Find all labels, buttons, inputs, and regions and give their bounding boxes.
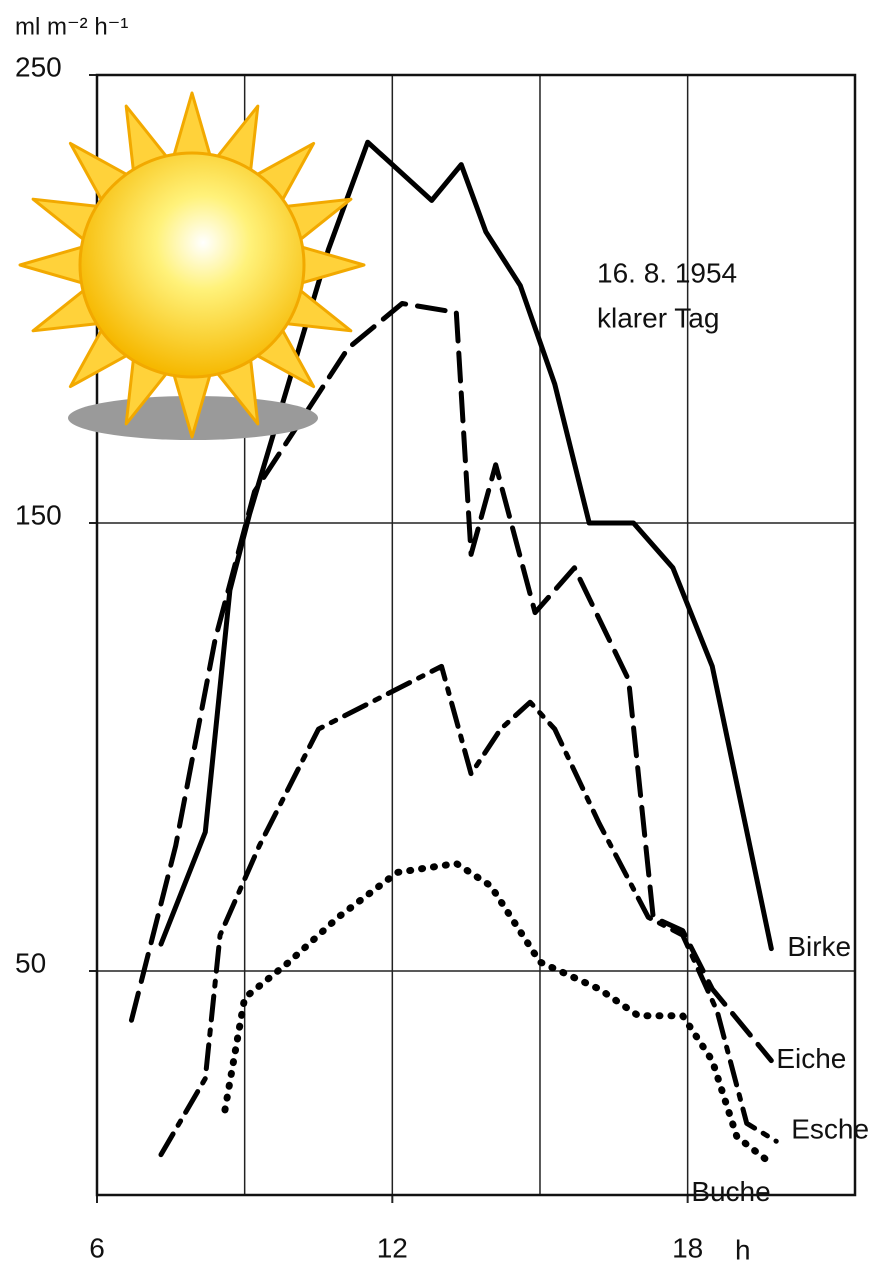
y-axis-label: ml m⁻² h⁻¹	[15, 13, 128, 40]
series-label: Esche	[791, 1114, 869, 1145]
annotation: 16. 8. 1954	[597, 257, 737, 288]
x-tick-label: 6	[89, 1232, 105, 1263]
series-label: Birke	[787, 931, 851, 962]
y-tick-label: 250	[15, 51, 62, 82]
x-tick-label: 12	[377, 1232, 408, 1263]
sun-disc	[80, 153, 304, 377]
series-label: Buche	[691, 1176, 770, 1207]
x-axis-label: h	[735, 1234, 751, 1265]
y-tick-label: 50	[15, 947, 46, 978]
series-label: Eiche	[776, 1043, 846, 1074]
chart: ml m⁻² h⁻¹ h 16. 8. 1954 klarer Tag 6 12 1…	[0, 0, 887, 1270]
annotation: klarer Tag	[597, 302, 719, 333]
y-tick-label: 150	[15, 499, 62, 530]
x-tick-label: 18	[672, 1232, 703, 1263]
